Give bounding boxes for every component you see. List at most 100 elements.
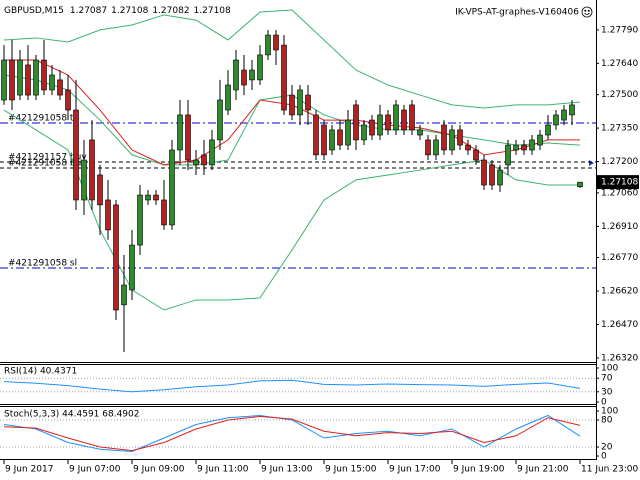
- candle-body: [17, 59, 23, 96]
- y-tick-label: 1.26910: [601, 222, 638, 232]
- candle-body: [249, 69, 255, 81]
- candle-body: [169, 149, 175, 226]
- candle-body: [49, 74, 55, 91]
- x-tick-label: 9 Jun 15:00: [325, 465, 377, 475]
- y-tick-label: 1.27790: [601, 25, 638, 35]
- expert-name: IK-VPS-AT-graphes-V160406: [455, 8, 579, 18]
- candle-body: [569, 104, 575, 116]
- y-tick-label: 1.27640: [601, 59, 638, 69]
- order-label: #421291058 buy: [8, 159, 87, 169]
- bar-low: 1.27082: [152, 6, 189, 16]
- symbol-header: GBPUSD,M15 1.27087 1.27108 1.27082 1.27108: [4, 6, 231, 16]
- candle-body: [193, 159, 199, 166]
- candle-body: [321, 124, 327, 156]
- y-tick-label: 1.27200: [601, 157, 638, 167]
- x-tick-label: 11 Jun 23:00: [581, 465, 638, 475]
- candle-body: [449, 129, 455, 151]
- candle-body: [401, 109, 407, 131]
- frame: [0, 0, 597, 460]
- candle-body: [297, 89, 303, 116]
- candle-body: [353, 104, 359, 141]
- candle-body: [97, 174, 103, 206]
- candle-body: [409, 104, 415, 131]
- candle-body: [241, 69, 247, 86]
- candle-body: [201, 154, 207, 166]
- candle-body: [481, 159, 487, 186]
- x-tick-label: 9 Jun 19:00: [453, 465, 505, 475]
- candle-body: [161, 199, 167, 226]
- y-tick-label: 1.27060: [601, 188, 638, 198]
- y-tick-label: 0: [601, 398, 607, 408]
- candle-body: [9, 59, 15, 101]
- indicator-line: [3, 9, 581, 109]
- candle-body: [33, 59, 39, 96]
- oscillator-line: [3, 379, 581, 393]
- y-tick-label: 100: [601, 407, 618, 417]
- candle-body: [257, 54, 263, 81]
- candle-body: [265, 34, 271, 56]
- oscillator-line: [3, 415, 581, 452]
- candle-body: [233, 59, 239, 91]
- candle-body: [377, 114, 383, 136]
- x-tick-label: 9 Jun 2017: [5, 465, 53, 475]
- candle-body: [65, 89, 71, 111]
- candle-body: [473, 149, 479, 161]
- price-tag-label: 1.27108: [601, 178, 638, 188]
- bar-close: 1.27108: [194, 6, 231, 16]
- candle-body: [313, 114, 319, 156]
- y-tick-label: 20: [601, 443, 613, 453]
- panel-title: Stoch(5,3,3) 44.4591 68.4902: [4, 410, 139, 420]
- candle-body: [185, 114, 191, 161]
- candle-body: [153, 194, 159, 201]
- candle-body: [361, 124, 367, 141]
- oscillator-line: [3, 414, 581, 453]
- y-tick-label: 1.26770: [601, 253, 638, 263]
- y-tick-label: 30: [601, 387, 613, 397]
- x-tick-label: 9 Jun 17:00: [389, 465, 441, 475]
- candle-body: [393, 104, 399, 131]
- y-tick-label: 1.27500: [601, 90, 638, 100]
- candle-body: [513, 144, 519, 151]
- candle-body: [505, 144, 511, 166]
- bar-open: 1.27087: [70, 6, 107, 16]
- candle-body: [25, 64, 31, 96]
- candle-body: [89, 139, 95, 201]
- y-tick-label: 80: [601, 416, 613, 426]
- x-tick-label: 9 Jun 09:00: [133, 465, 185, 475]
- candle-body: [529, 139, 535, 151]
- y-tick-label: 1.26620: [601, 287, 638, 297]
- y-tick-label: 70: [601, 374, 613, 384]
- price-tag: [597, 175, 639, 190]
- x-tick-label: 9 Jun 21:00: [517, 465, 569, 475]
- panel-title: RSI(14) 40.4371: [4, 367, 77, 377]
- candle-body: [553, 114, 559, 126]
- x-tick-label: 9 Jun 11:00: [197, 465, 249, 475]
- candle-body: [465, 144, 471, 151]
- candle-body: [537, 134, 543, 146]
- y-tick-label: 1.26320: [601, 353, 638, 363]
- candle-body: [425, 139, 431, 156]
- candle-body: [281, 44, 287, 111]
- candle-body: [337, 129, 343, 146]
- candle-body: [209, 139, 215, 166]
- candle-body: [521, 144, 527, 151]
- smiley-icon: [581, 6, 593, 18]
- y-tick-label: 1.26470: [601, 320, 638, 330]
- candle-body: [457, 129, 463, 146]
- candle-body: [369, 119, 375, 136]
- order-label: #421291058 tp: [8, 113, 79, 123]
- symbol: GBPUSD,M15: [4, 6, 64, 16]
- x-tick-label: 9 Jun 07:00: [69, 465, 121, 475]
- candle-body: [577, 181, 583, 188]
- candle-body: [329, 129, 335, 151]
- candle-body: [417, 129, 423, 136]
- candle-body: [545, 124, 551, 136]
- candle-body: [113, 204, 119, 311]
- y-tick-label: 100: [601, 364, 618, 374]
- candle-body: [145, 194, 151, 201]
- candle-body: [225, 84, 231, 111]
- candle-body: [273, 34, 279, 51]
- candle-body: [177, 114, 183, 151]
